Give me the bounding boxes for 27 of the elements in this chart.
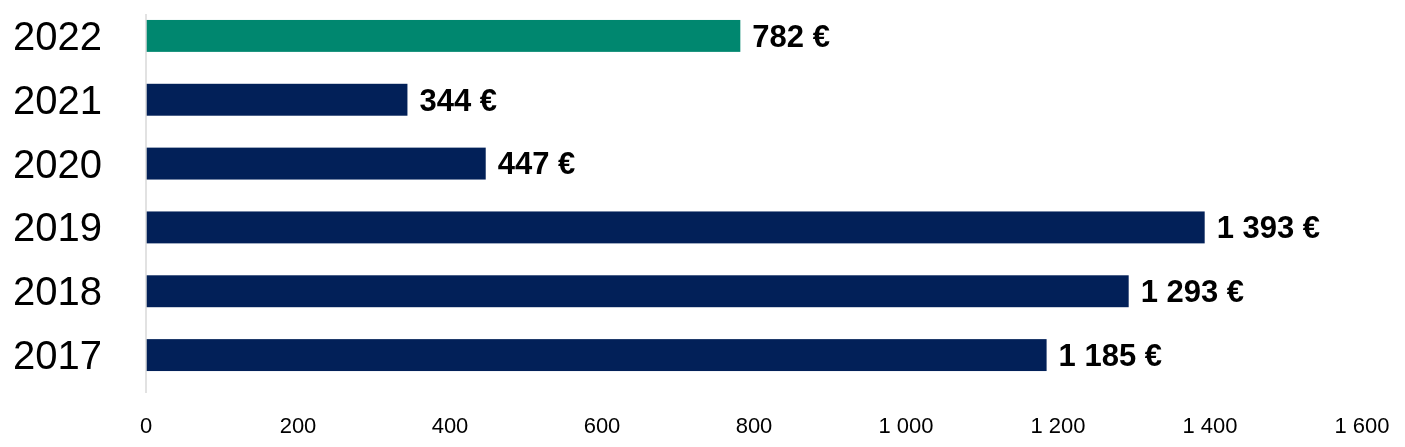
data-label: 1 393 €	[1216, 210, 1321, 246]
y-tick-label: 2022	[13, 13, 102, 58]
bar	[146, 147, 486, 180]
bar	[146, 275, 1129, 308]
x-tick-label: 1 200	[1030, 413, 1086, 438]
y-tick-label: 2019	[13, 205, 102, 250]
data-label: 782 €	[752, 18, 830, 54]
x-tick-label: 1 400	[1182, 413, 1238, 438]
data-label: 344 €	[419, 82, 498, 118]
x-tick-label: 200	[279, 413, 317, 438]
bar	[146, 83, 408, 116]
y-tick-label: 2021	[13, 77, 102, 122]
data-label: 1 185 €	[1058, 337, 1163, 373]
y-tick-label: 2017	[13, 333, 102, 378]
x-tick-label: 600	[583, 413, 621, 438]
data-label: 1 293 €	[1140, 274, 1245, 310]
y-tick-label: 2020	[13, 141, 102, 186]
bar	[146, 339, 1047, 372]
x-tick-label: 400	[431, 413, 469, 438]
bar	[146, 211, 1205, 244]
x-tick-label: 0	[139, 413, 153, 438]
x-tick-label: 1 000	[878, 413, 934, 438]
data-label: 447 €	[497, 146, 576, 182]
x-tick-label: 800	[735, 413, 773, 438]
bar	[146, 19, 741, 52]
x-tick-label: 1 600	[1334, 413, 1390, 438]
y-tick-label: 2018	[13, 269, 102, 314]
